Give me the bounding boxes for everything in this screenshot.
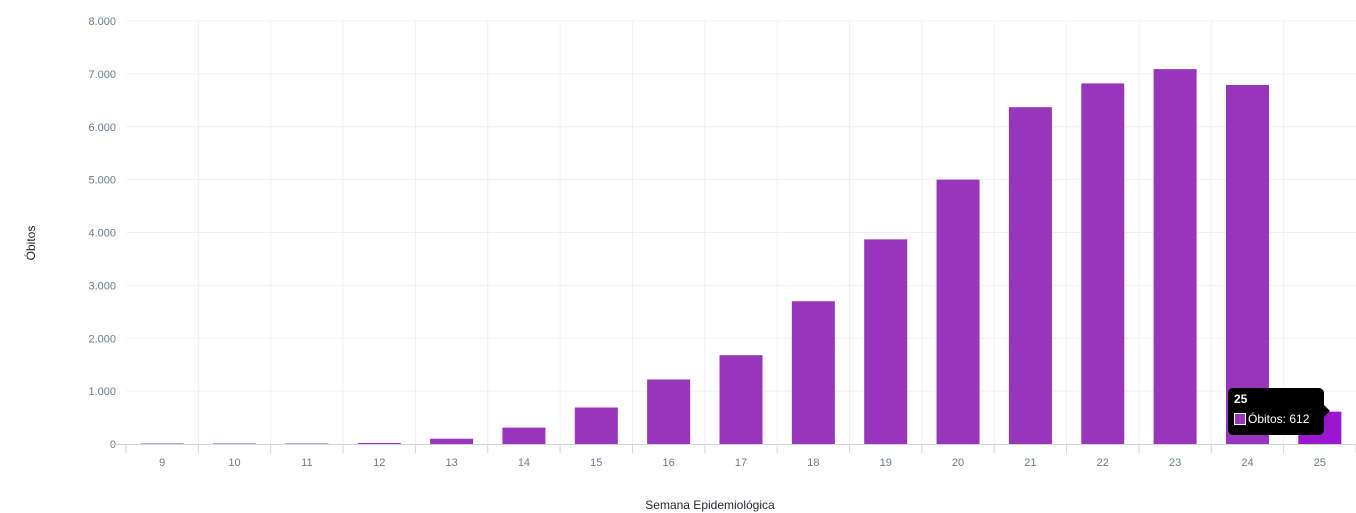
bar-16 (647, 379, 691, 444)
x-tick-label: 18 (807, 457, 819, 469)
y-tick-label: 4.000 (88, 228, 116, 240)
x-tick-label: 17 (735, 457, 747, 469)
y-tick-label: 7.000 (88, 69, 116, 81)
x-tick-label: 15 (590, 457, 602, 469)
bar-17 (719, 355, 763, 444)
bar-24 (1225, 84, 1269, 444)
bar-11 (285, 443, 329, 444)
x-tick-label: 11 (301, 457, 312, 469)
bar-23 (1153, 69, 1197, 445)
bar-14 (502, 427, 546, 444)
bar-13 (430, 438, 474, 444)
bar-12 (357, 442, 401, 444)
x-tick-label: 20 (952, 457, 964, 469)
x-tick-label: 14 (518, 457, 530, 469)
bar-22 (1081, 83, 1125, 444)
tooltip-title: 25 (1234, 392, 1248, 406)
y-tick-label: 2.000 (88, 333, 116, 345)
y-tick-label: 5.000 (88, 175, 116, 187)
y-tick-label: 6.000 (88, 122, 116, 134)
bar-21 (1008, 107, 1052, 444)
x-tick-label: 24 (1241, 457, 1253, 469)
y-tick-label: 1.000 (88, 386, 116, 398)
tooltip-text: Óbitos: 612 (1248, 412, 1310, 426)
tooltip-row: Óbitos: 612 (1234, 412, 1318, 426)
x-tick-label: 22 (1097, 457, 1109, 469)
x-tick-label: 13 (445, 457, 457, 469)
bar-9 (140, 443, 184, 444)
chart-tooltip: 25 Óbitos: 612 (1228, 388, 1330, 435)
x-tick-label: 10 (228, 457, 240, 469)
x-tick-label: 21 (1024, 457, 1036, 469)
y-tick-label: 8.000 (88, 16, 116, 28)
x-tick-label: 16 (663, 457, 675, 469)
bar-19 (864, 239, 908, 444)
x-tick-label: 9 (159, 457, 165, 469)
bar-18 (791, 301, 835, 444)
y-axis-title: Óbitos (23, 226, 38, 261)
x-axis-title: Semana Epidemiológica (645, 498, 775, 512)
x-tick-label: 12 (373, 457, 385, 469)
x-tick-label: 23 (1169, 457, 1181, 469)
x-tick-label: 19 (880, 457, 892, 469)
tooltip-swatch (1234, 413, 1246, 425)
bar-15 (574, 407, 618, 444)
bar-10 (213, 443, 257, 444)
bar-20 (936, 179, 980, 444)
x-tick-label: 25 (1314, 457, 1326, 469)
y-tick-label: 3.000 (88, 280, 116, 292)
